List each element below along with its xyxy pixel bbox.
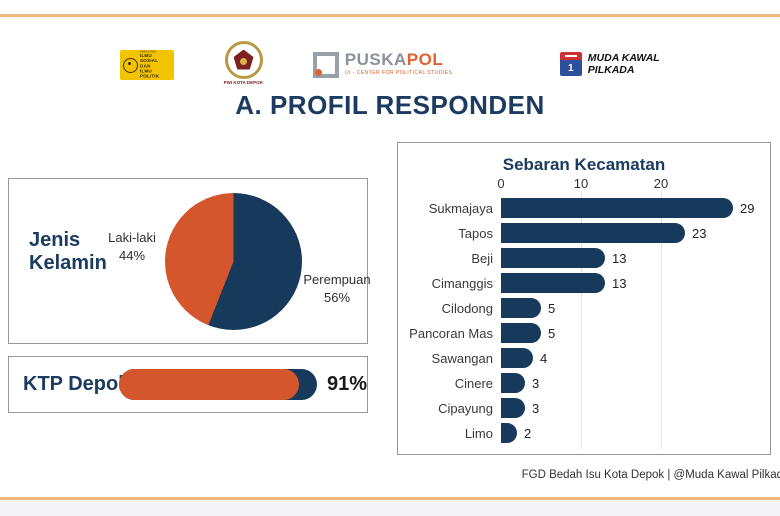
bar-value-label: 3	[532, 400, 540, 416]
kecamatan-panel: Sebaran Kecamatan 0 10 20 Sukmajaya 29 Tapos…	[397, 142, 771, 455]
ballot-number: 1	[559, 60, 582, 76]
bar-rect	[501, 398, 525, 418]
bar-value-label: 4	[540, 350, 548, 366]
fisip-line3: POLITIK	[140, 73, 160, 79]
fisip-ui-logo: FAKULTAS ILMU SOSIAL DAN ILMU POLITIK	[120, 50, 175, 80]
bar-value-label: 3	[532, 375, 540, 391]
logo-row: FAKULTAS ILMU SOSIAL DAN ILMU POLITIK PW…	[0, 38, 780, 92]
bar-category-label: Cipayung	[438, 400, 493, 416]
axis-tick-label: 10	[573, 176, 589, 191]
kecamatan-bar-row: Cipayung 3	[398, 398, 770, 418]
fisip-line2: DAN ILMU	[140, 63, 153, 74]
ktp-value: 91%	[327, 373, 368, 395]
pwi-depok-logo: PWI KOTA DEPOK	[204, 40, 283, 90]
puskapol-tagline: UI - CENTER FOR POLITICAL STUDIES	[344, 69, 453, 76]
ballot-box-icon: 1	[559, 52, 582, 78]
bar-category-label: Beji	[471, 250, 493, 266]
bar-category-label: Cimanggis	[431, 275, 493, 291]
kecamatan-bar-row: Limo 2	[398, 423, 770, 443]
bar-value-label: 5	[548, 300, 556, 316]
fisip-faculty-text: FAKULTAS	[140, 50, 157, 54]
pie-label-perempuan: Perempuan 56%	[303, 272, 371, 305]
pie-label-laki: Laki-laki 44%	[108, 230, 156, 263]
puskapol-name-gray: PUSKA	[344, 50, 407, 69]
bottom-strip	[0, 500, 780, 516]
bar-value-label: 23	[692, 225, 707, 241]
kecamatan-bar-row: Cinere 3	[398, 373, 770, 393]
gender-pie	[165, 193, 302, 330]
kecamatan-bar-row: Sawangan 4	[398, 348, 770, 368]
bar-value-label: 5	[548, 325, 556, 341]
bar-rect	[501, 248, 605, 268]
bar-category-label: Sukmajaya	[428, 200, 493, 216]
kecamatan-gridlines	[398, 191, 770, 449]
puskapol-square-icon	[312, 52, 339, 78]
puskapol-name-orange: POL	[406, 50, 444, 69]
muda-kawal-pilkada-logo: 1 MUDA KAWAL PILKADA	[559, 52, 660, 78]
muda-kawal-line2: PILKADA	[587, 64, 635, 76]
kecamatan-bar-row: Tapos 23	[398, 223, 770, 243]
gridline	[661, 191, 662, 449]
bar-rect	[501, 323, 541, 343]
ktp-bar-fill	[119, 369, 300, 400]
bar-category-label: Cilodong	[441, 300, 493, 316]
bar-value-label: 13	[612, 250, 627, 266]
ui-makara-icon	[123, 57, 139, 73]
top-accent-line	[0, 14, 780, 17]
ktp-panel: KTP Depok 91%	[8, 356, 368, 413]
kecamatan-rows: Sukmajaya 29 Tapos 23 Beji 13 Cimanggis 13 Cilod…	[398, 198, 770, 448]
kecamatan-bar-row: Sukmajaya 29	[398, 198, 770, 218]
kecamatan-bar-row: Cimanggis 13	[398, 273, 770, 293]
kecamatan-axis: 0 10 20	[398, 176, 770, 191]
gender-panel: Jenis Kelamin Laki-laki 44% Perempuan 56…	[8, 178, 371, 344]
bar-rect	[501, 373, 525, 393]
bar-category-label: Tapos	[458, 225, 493, 241]
bar-category-label: Sawangan	[431, 350, 493, 366]
bar-category-label: Limo	[464, 425, 493, 441]
ktp-bar-track	[119, 369, 317, 400]
kecamatan-bar-row: Beji 13	[398, 248, 770, 268]
kecamatan-bar-row: Pancoran Mas 5	[398, 323, 770, 343]
bar-value-label: 29	[740, 200, 755, 216]
bottom-accent-line	[0, 497, 780, 500]
bar-rect	[501, 223, 685, 243]
bar-rect	[501, 273, 605, 293]
bar-category-label: Cinere	[454, 375, 493, 391]
bar-rect	[501, 423, 517, 443]
bar-value-label: 13	[612, 275, 627, 291]
bar-rect	[501, 298, 541, 318]
gridline	[581, 191, 582, 449]
fisip-line1: ILMU SOSIAL	[140, 53, 159, 64]
bar-value-label: 2	[524, 425, 532, 441]
axis-tick-label: 20	[653, 176, 669, 191]
pwi-emblem-icon	[224, 40, 263, 79]
pwi-caption: PWI KOTA DEPOK	[223, 79, 264, 85]
gender-panel-label: Jenis Kelamin	[29, 229, 107, 274]
bar-rect	[501, 348, 533, 368]
axis-tick-label: 0	[497, 176, 505, 191]
puskapol-logo: PUSKAPOL UI - CENTER FOR POLITICAL STUDI…	[312, 50, 530, 79]
footer-credit: FGD Bedah Isu Kota Depok | @Muda Kawal P…	[521, 469, 780, 481]
kecamatan-bar-row: Cilodong 5	[398, 298, 770, 318]
page-title: A. PROFIL RESPONDEN	[235, 90, 545, 120]
bar-category-label: Pancoran Mas	[409, 325, 493, 341]
muda-kawal-line1: MUDA KAWAL	[587, 52, 660, 65]
bar-rect	[501, 198, 733, 218]
kecamatan-chart-title: Sebaran Kecamatan	[502, 155, 666, 174]
ktp-panel-label: KTP Depok	[23, 373, 130, 395]
